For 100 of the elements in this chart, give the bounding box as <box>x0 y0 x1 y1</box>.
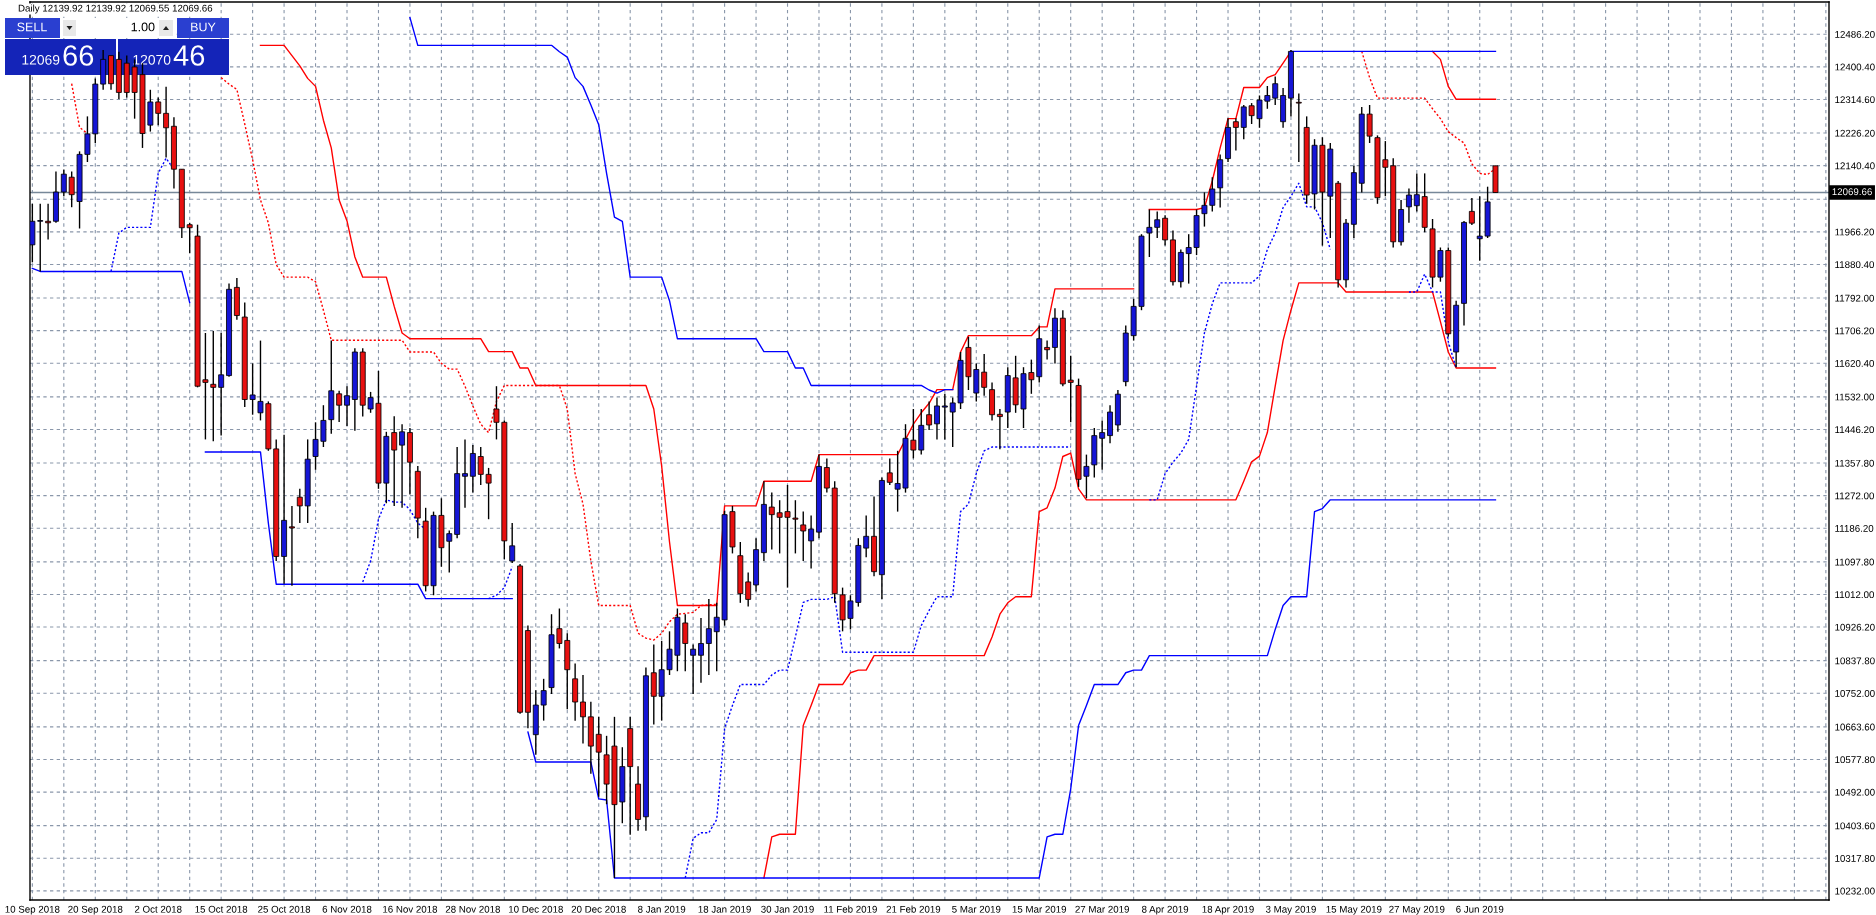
candlestick <box>1232 117 1239 152</box>
candlestick <box>296 488 303 524</box>
x-tick-label: 30 Jan 2019 <box>761 905 814 913</box>
candlestick <box>863 514 870 558</box>
candlestick <box>45 203 52 241</box>
y-tick-label: 11706.20 <box>1835 327 1875 335</box>
x-tick-label: 3 May 2019 <box>1265 905 1316 915</box>
y-tick-label: 11446.20 <box>1835 426 1875 434</box>
candlestick <box>690 643 697 695</box>
candlestick <box>1067 355 1074 424</box>
candlestick <box>800 510 807 562</box>
candlestick <box>218 332 225 437</box>
x-tick-label: 2 Oct 2018 <box>134 905 182 913</box>
candlestick <box>1413 172 1420 213</box>
annotation: 66 <box>63 45 94 66</box>
candlestick <box>1295 92 1302 163</box>
y-tick-label: 11532.00 <box>1835 393 1875 401</box>
candlestick <box>1162 214 1169 247</box>
candlestick <box>344 385 350 427</box>
x-tick-label: 5 Mar 2019 <box>952 905 1001 913</box>
annotation: 46 <box>173 45 205 66</box>
x-tick-label: 10 Sep 2018 <box>5 905 60 915</box>
y-tick-label: 11012.00 <box>1835 591 1875 599</box>
candlestick <box>886 457 893 486</box>
y-tick-label: 12314.60 <box>1835 96 1875 104</box>
candlestick <box>399 423 406 509</box>
candlestick <box>572 662 579 722</box>
candlestick <box>580 674 586 745</box>
y-tick-label: 10663.60 <box>1835 723 1875 731</box>
y-tick-label: 12486.20 <box>1835 30 1875 38</box>
candlestick <box>1406 187 1412 224</box>
candlestick <box>823 457 830 494</box>
x-tick-label: 15 Oct 2018 <box>195 905 248 913</box>
candlestick <box>1468 197 1475 226</box>
y-tick-label: 11357.80 <box>1835 459 1875 467</box>
x-tick-label: 20 Dec 2018 <box>571 905 626 913</box>
candlestick <box>186 222 193 254</box>
y-tick-label: 10492.00 <box>1835 788 1875 796</box>
ref-line-label: 12069.66 <box>1832 188 1872 196</box>
x-tick-label: 11 Feb 2019 <box>824 905 877 913</box>
candlestick <box>289 505 295 587</box>
candlestick <box>210 330 217 443</box>
candlestick <box>60 168 67 197</box>
candlestick <box>996 408 1003 450</box>
candlestick <box>595 716 602 798</box>
y-tick-label: 10926.20 <box>1835 623 1875 631</box>
y-tick-label: 10317.80 <box>1835 855 1875 862</box>
y-tick-label: 11792.00 <box>1835 294 1875 302</box>
candlestick <box>163 86 170 159</box>
annotation: BUY <box>191 22 216 32</box>
x-tick-label: 8 Jan 2019 <box>638 905 686 913</box>
candlestick <box>1107 404 1113 444</box>
x-tick-label: 16 Nov 2018 <box>383 905 438 913</box>
candlestick <box>808 514 815 570</box>
y-tick-label: 10403.60 <box>1835 822 1875 830</box>
annotation: 12070 <box>133 54 171 65</box>
y-tick-label: 10752.00 <box>1835 690 1875 697</box>
annotation: 12069 <box>22 54 60 65</box>
y-tick-label: 12140.40 <box>1835 162 1875 170</box>
x-tick-label: 20 Sep 2018 <box>68 905 123 915</box>
annotation: SELL <box>17 22 47 32</box>
y-tick-label: 11620.40 <box>1835 359 1875 367</box>
y-tick-label: 10577.80 <box>1835 756 1875 764</box>
y-tick-label: 12226.20 <box>1835 129 1875 137</box>
x-tick-label: 18 Apr 2019 <box>1202 905 1254 915</box>
annotation: 1.00 <box>131 22 155 32</box>
candlestick <box>934 396 940 441</box>
x-tick-label: 6 Nov 2018 <box>322 905 372 913</box>
y-tick-label: 11880.40 <box>1835 261 1875 269</box>
candlestick <box>1044 339 1051 361</box>
x-tick-label: 28 Nov 2018 <box>445 905 501 913</box>
candlestick <box>509 522 516 564</box>
x-tick-label: 15 May 2019 <box>1326 905 1382 915</box>
candlestick <box>745 571 752 608</box>
x-tick-label: 10 Dec 2018 <box>508 905 563 913</box>
candlestick <box>926 400 933 431</box>
y-tick-label: 11966.20 <box>1835 228 1875 236</box>
chart-title: Daily 12139.92 12139.92 12069.55 12069.66 <box>18 4 213 14</box>
y-tick-label: 10232.00 <box>1835 887 1875 895</box>
y-tick-label: 11097.80 <box>1835 558 1875 566</box>
y-tick-label: 10837.80 <box>1835 657 1875 665</box>
candlestick <box>336 390 343 423</box>
candlestick <box>1099 419 1106 471</box>
y-tick-label: 11272.00 <box>1835 492 1875 500</box>
x-tick-label: 21 Feb 2019 <box>886 905 941 913</box>
x-tick-label: 27 Mar 2019 <box>1075 905 1129 913</box>
x-tick-label: 15 Mar 2019 <box>1012 905 1067 913</box>
y-tick-label: 12400.40 <box>1835 63 1875 71</box>
y-tick-label: 11186.20 <box>1835 524 1874 532</box>
candlestick <box>698 617 704 684</box>
x-tick-label: 27 May 2019 <box>1389 905 1445 915</box>
x-tick-label: 18 Jan 2019 <box>698 905 751 913</box>
line-series <box>763 282 1497 879</box>
x-tick-label: 25 Oct 2018 <box>258 905 311 913</box>
candlestick <box>705 598 712 676</box>
candlestick <box>941 393 948 441</box>
candlestick <box>469 444 476 494</box>
candlestick <box>981 353 988 397</box>
x-tick-label: 8 Apr 2019 <box>1142 905 1189 915</box>
candlestick <box>462 438 468 509</box>
